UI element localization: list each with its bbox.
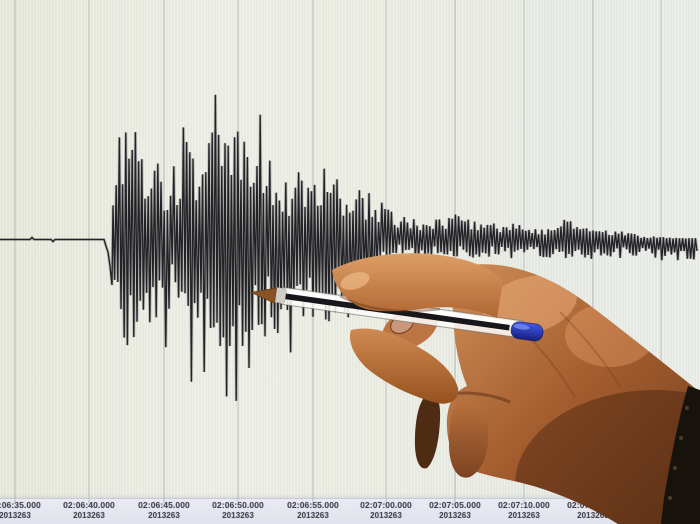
tick-date: 2013263	[0, 510, 31, 520]
watch-band-stud	[679, 436, 683, 440]
pen-ferrule	[272, 287, 287, 304]
tendon-line	[559, 311, 621, 388]
timestamp-label: 02:06:40.000 2013263	[47, 500, 131, 520]
pen	[249, 286, 544, 342]
timestamp-strip: 02:06:35.000201326302:06:40.000201326302…	[0, 498, 700, 524]
middle-fingernail	[390, 314, 414, 334]
tick-date: 2013263	[148, 510, 180, 520]
tick-time: 02:06:40.000	[63, 500, 115, 510]
watch-band-stud	[685, 406, 689, 410]
seismogram-trace-halo	[0, 94, 699, 401]
index-finger	[332, 253, 503, 318]
tick-time: 02:06:45.000	[138, 500, 190, 510]
tick-time: 02:06:35.000	[0, 500, 41, 510]
gripping-fingers	[332, 253, 503, 404]
forearm-palm	[446, 264, 700, 524]
pen-barrel	[277, 286, 526, 339]
tick-time: 02:07:00.000	[360, 500, 412, 510]
pen-cap-highlight	[513, 324, 530, 330]
index-finger-shade	[339, 294, 441, 313]
pen-tip	[249, 287, 278, 304]
thumb	[349, 328, 459, 404]
pen-blue-cap	[510, 321, 544, 342]
middle-finger	[382, 306, 438, 350]
timestamp-label: 2013263	[619, 501, 700, 511]
timestamp-label: 02:06:50.000 2013263	[196, 500, 280, 520]
watch-band-stud	[673, 466, 677, 470]
timestamp-label: 02:06:55.000 2013263	[271, 500, 355, 520]
pinky-finger	[449, 400, 489, 478]
tick-date: 2013263	[73, 510, 105, 520]
handback-highlight	[565, 303, 655, 367]
timestamp-label: 02:06:45.000 2013263	[122, 500, 206, 520]
hand	[382, 264, 700, 524]
tick-date: 2013263	[297, 510, 329, 520]
tick-date: 2013263	[577, 510, 609, 520]
tendon-line	[514, 321, 576, 398]
tick-date: 2013263	[222, 510, 254, 520]
gridlines	[14, 0, 662, 503]
tick-date: 2013263	[645, 501, 677, 510]
pen-barrel-highlight	[282, 288, 522, 327]
seismogram-trace	[0, 94, 698, 401]
index-fingertip-highlight	[340, 272, 370, 290]
ring-finger	[414, 393, 441, 469]
tick-time: 02:06:55.000	[287, 500, 339, 510]
knuckle-highlight	[483, 275, 577, 335]
knuckle-crease	[431, 391, 511, 404]
pen-ink-stripe	[283, 293, 510, 331]
tick-date: 2013263	[370, 510, 402, 520]
timestamp-label: 02:07:00.000 2013263	[344, 500, 428, 520]
tick-time: 02:06:50.000	[212, 500, 264, 510]
